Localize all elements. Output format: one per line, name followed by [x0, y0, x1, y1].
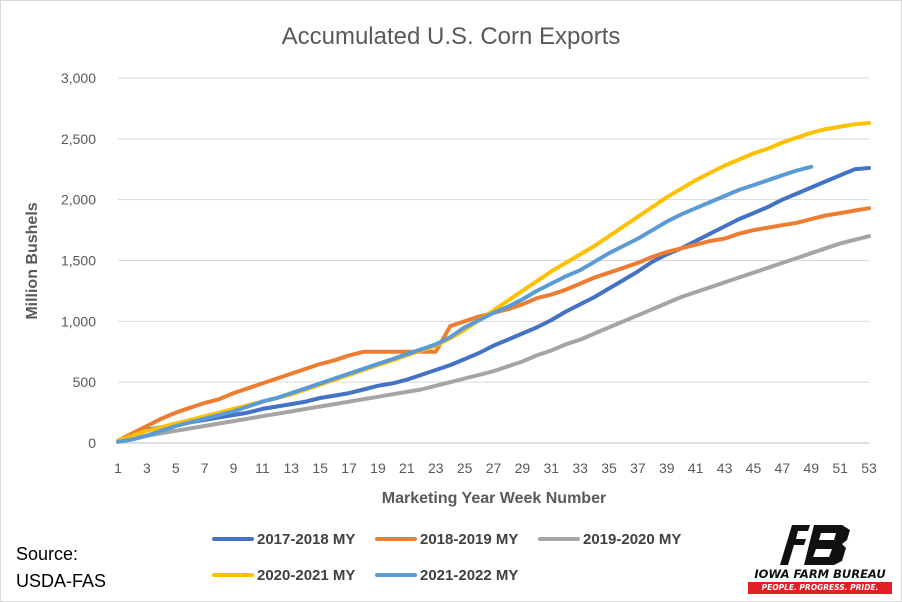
legend-item: 2019-2020 MY	[538, 531, 681, 548]
x-tick-label: 3	[143, 460, 151, 476]
y-tick-label: 0	[88, 435, 96, 451]
series-line	[116, 166, 871, 443]
legend-item: 2021-2022 MY	[375, 567, 518, 584]
legend-label: 2020-2021 MY	[257, 567, 355, 584]
x-tick-label: 27	[486, 460, 502, 476]
y-axis-ticks: 0 500 1,000 1,500 2,000 2,500 3,000	[61, 70, 96, 451]
source-note: Source: USDA-FAS	[16, 541, 106, 595]
x-tick-label: 11	[255, 460, 270, 476]
legend-label: 2018-2019 MY	[420, 531, 518, 548]
y-tick-label: 1,500	[61, 253, 96, 269]
x-tick-label: 43	[717, 460, 733, 476]
legend-label: 2019-2020 MY	[583, 531, 681, 548]
x-tick-label: 33	[572, 460, 588, 476]
x-tick-label: 5	[172, 460, 180, 476]
x-tick-label: 17	[341, 460, 357, 476]
legend-label: 2017-2018 MY	[257, 531, 355, 548]
logo-org-name: IOWA FARM BUREAU	[754, 567, 886, 581]
x-tick-label: 41	[688, 460, 704, 476]
y-tick-label: 2,500	[61, 131, 96, 147]
y-tick-label: 2,000	[61, 192, 96, 208]
x-tick-label: 53	[861, 460, 877, 476]
x-tick-label: 15	[312, 460, 328, 476]
source-label: Source:	[16, 544, 79, 564]
x-tick-label: 9	[230, 460, 238, 476]
gridlines	[118, 77, 869, 383]
x-tick-label: 37	[630, 460, 646, 476]
y-tick-label: 1,000	[61, 313, 96, 329]
legend-label: 2021-2022 MY	[420, 567, 518, 584]
x-tick-label: 39	[659, 460, 675, 476]
x-tick-label: 35	[601, 460, 617, 476]
x-tick-label: 49	[803, 460, 819, 476]
legend-item: 2018-2019 MY	[375, 531, 518, 548]
x-tick-label: 47	[775, 460, 791, 476]
x-tick-label: 23	[428, 460, 444, 476]
x-tick-label: 51	[832, 460, 848, 476]
fb-logo-icon	[780, 525, 850, 565]
series-lines	[116, 121, 871, 444]
legend-item: 2020-2021 MY	[212, 567, 355, 584]
x-axis-title: Marketing Year Week Number	[382, 490, 606, 507]
x-tick-label: 13	[284, 460, 300, 476]
series-line	[116, 164, 814, 444]
logo-tagline: PEOPLE. PROGRESS. PRIDE.	[748, 582, 892, 594]
series-line	[116, 234, 871, 444]
source-value: USDA-FAS	[16, 571, 107, 591]
y-tick-label: 500	[73, 374, 97, 390]
x-tick-label: 7	[201, 460, 209, 476]
y-axis-title: Million Bushels	[24, 202, 41, 319]
x-tick-label: 21	[399, 460, 415, 476]
legend-item: 2017-2018 MY	[212, 531, 355, 548]
chart-title: Accumulated U.S. Corn Exports	[282, 23, 621, 50]
x-tick-label: 45	[746, 460, 762, 476]
x-tick-label: 31	[543, 460, 559, 476]
x-tick-label: 1	[114, 460, 122, 476]
y-tick-label: 3,000	[61, 70, 96, 86]
x-axis-ticks: 1 3 5 7 9 11 13 15 17 19 21 23 25 27 29 31 33 35 37 39 41 43 4…	[114, 460, 877, 476]
x-tick-label: 25	[457, 460, 473, 476]
farm-bureau-logo: IOWA FARM BUREAU PEOPLE. PROGRESS. PRIDE…	[746, 523, 894, 595]
legend: 2017-2018 MY 2018-2019 MY 2019-2020 MY 2020…	[212, 531, 681, 584]
x-tick-label: 19	[370, 460, 386, 476]
series-line	[116, 206, 871, 443]
x-tick-label: 29	[515, 460, 531, 476]
